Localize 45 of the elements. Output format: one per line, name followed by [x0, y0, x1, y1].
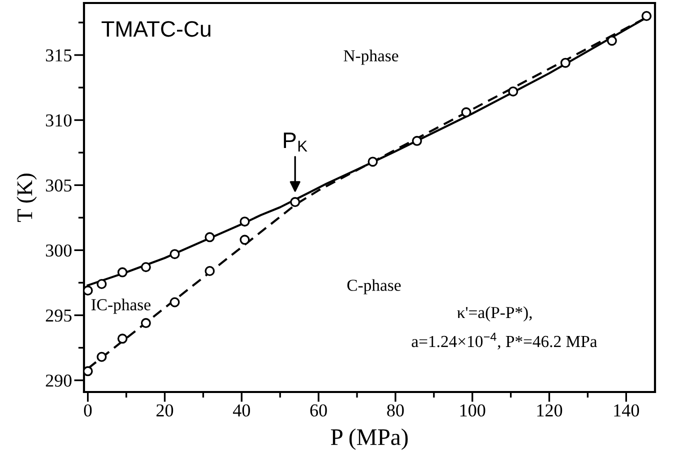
point [508, 86, 518, 96]
annotation: P$_{K}$ [284, 132, 308, 152]
point [461, 107, 472, 118]
point [240, 234, 250, 245]
annotation: κ'=a(P-P*), [457, 306, 532, 322]
point [96, 279, 107, 290]
point [117, 267, 128, 278]
point [642, 11, 652, 22]
point [368, 156, 378, 167]
x-tick-label: 120 [537, 404, 562, 417]
point [560, 58, 570, 68]
y-axis-title: T (K) [16, 174, 37, 222]
point [84, 366, 93, 376]
annotation: TMATC-Cu [102, 21, 210, 37]
x-tick-label: 60 [310, 404, 327, 417]
point [96, 352, 107, 362]
x-tick-label: 140 [614, 404, 640, 417]
point [606, 36, 617, 46]
point [412, 136, 422, 146]
y-tick-label: 310 [46, 114, 72, 127]
y-tick-label: 315 [46, 49, 72, 62]
y-tick-label: 290 [46, 374, 72, 387]
annotation: IC-phase [91, 298, 150, 314]
y-tick-label: 300 [46, 244, 72, 257]
point [170, 297, 180, 308]
point [290, 197, 300, 208]
point [240, 216, 250, 227]
point [170, 249, 180, 260]
y-tick-label: 305 [46, 179, 72, 192]
annotation: N-phase [344, 50, 398, 65]
x-tick-label: 40 [232, 404, 250, 417]
x-tick-label: 20 [156, 404, 174, 417]
point [140, 262, 151, 272]
point [140, 318, 151, 328]
x-axis-title: P (MPa) [330, 428, 408, 450]
x-tick-label: 100 [460, 404, 486, 417]
annotation: C-phase [347, 279, 401, 294]
point [84, 286, 93, 296]
x-tick-label: 0 [84, 404, 92, 417]
point [204, 266, 215, 276]
point [117, 334, 128, 344]
annotation: a=1.24×10$^{−4}$, P*=46.2 MPa [412, 332, 598, 350]
point [204, 232, 215, 242]
y-tick-label: 295 [46, 310, 72, 322]
x-tick-label: 80 [387, 404, 404, 417]
